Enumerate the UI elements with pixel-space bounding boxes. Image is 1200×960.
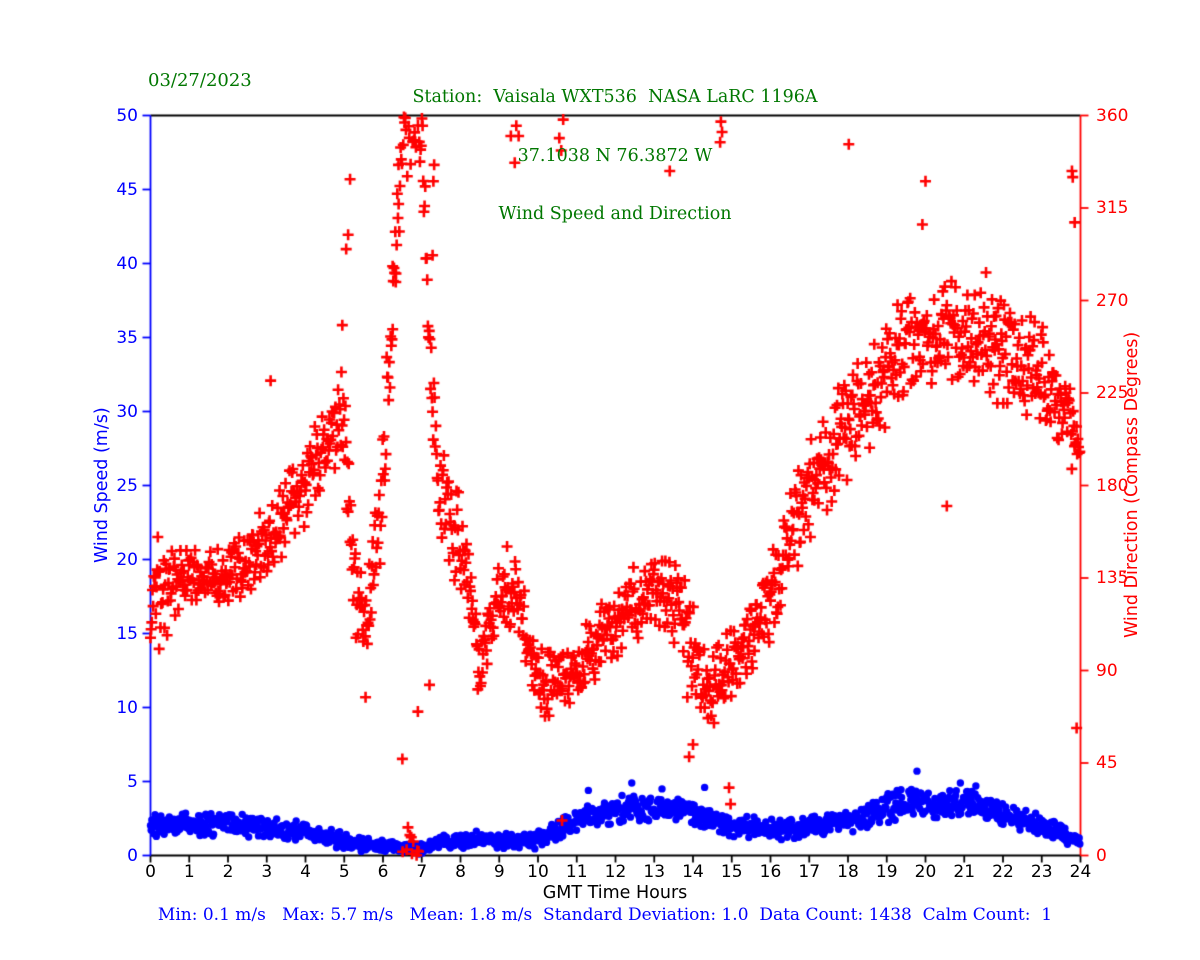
y-left-tick-label: 25 [116,475,138,496]
y-right-tick-label: 225 [1096,383,1129,403]
chart-date: 03/27/2023 [148,70,252,91]
x-tick-label: 24 [1069,862,1092,882]
y-left-tick-label: 50 [116,105,138,126]
x-tick-label: 3 [261,862,273,882]
y-right-tick-label: 180 [1096,475,1129,496]
x-tick-label: 0 [145,862,156,882]
x-tick-label: 23 [1030,862,1053,882]
x-tick-label: 13 [643,862,666,882]
x-tick-label: 19 [875,862,898,882]
x-tick-label: 12 [604,862,627,882]
x-tick-label: 7 [416,862,428,882]
y-left-tick-label: 15 [116,623,138,644]
x-tick-label: 2 [222,862,234,882]
chart-title-coordinates: 37.1038 N 76.3872 W [517,145,713,166]
x-tick-label: 9 [493,862,505,882]
y-right-tick-label: 315 [1096,198,1129,218]
x-tick-label: 21 [953,862,976,882]
x-tick-label: 6 [377,862,389,882]
x-tick-label: 11 [565,862,588,882]
y-left-tick-label: 5 [127,771,138,792]
y-right-tick-label: 0 [1096,845,1107,866]
x-tick-label: 17 [798,862,821,882]
x-tick-label: 5 [338,862,350,882]
chart-title-main: Wind Speed and Direction [498,204,732,224]
y-right-tick-label: 45 [1096,753,1118,773]
y-right-tick-label: 270 [1096,290,1129,311]
x-tick-label: 14 [682,862,704,882]
y-left-tick-label: 0 [127,845,138,866]
y-left-tick-label: 45 [116,179,138,200]
y-left-tick-label: 35 [116,327,138,348]
x-tick-label: 22 [992,862,1014,882]
y-left-tick-label: 10 [116,697,138,718]
y-right-tick-label: 135 [1096,568,1129,588]
x-tick-label: 10 [527,862,549,882]
y-left-tick-label: 30 [116,401,138,422]
chart-title-station: Station: Vaisala WXT536 NASA LaRC 1196A [412,87,818,107]
y-left-tick-label: 40 [116,253,138,274]
stats-line: Min: 0.1 m/s Max: 5.7 m/s Mean: 1.8 m/s … [157,905,1053,925]
x-tick-label: 20 [914,862,937,882]
x-axis-label: GMT Time Hours [542,883,688,903]
y-right-tick-label: 360 [1096,105,1129,126]
x-tick-label: 1 [183,862,195,882]
chart-title-block: Station: Vaisala WXT536 NASA LaRC 1196A … [0,49,1200,264]
x-tick-label: 16 [759,862,782,882]
x-tick-label: 8 [455,862,466,882]
y-left-tick-label: 20 [116,549,138,570]
x-tick-label: 15 [720,862,743,882]
x-tick-label: 4 [300,862,311,882]
y-right-tick-label: 90 [1096,660,1118,681]
x-tick-label: 18 [837,862,859,882]
